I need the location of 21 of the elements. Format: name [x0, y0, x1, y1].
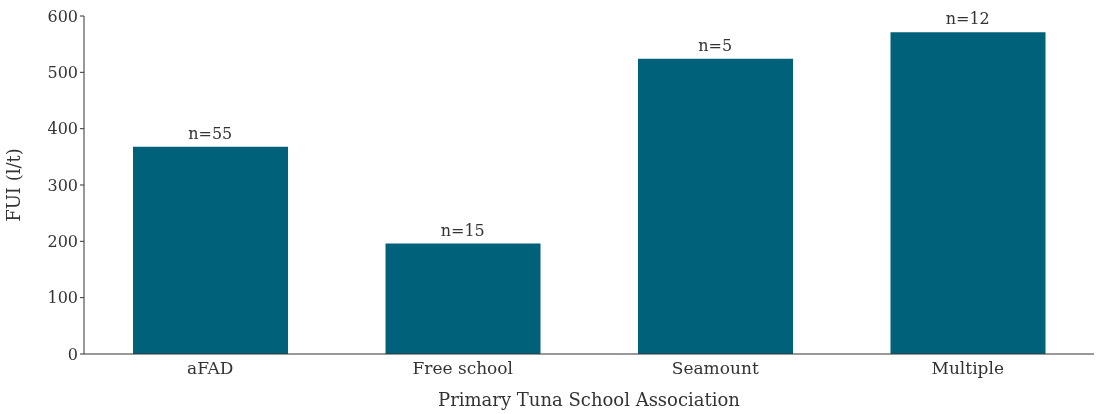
annotation: n=5 [698, 35, 733, 55]
y-tick-label: 400 [47, 119, 78, 139]
y-tick-label: 300 [47, 175, 78, 195]
x-axis-title: Primary Tuna School Association [438, 389, 741, 410]
x-tick-label: Multiple [931, 358, 1004, 379]
y-tick-label: 200 [47, 232, 78, 252]
annotation: n=15 [440, 220, 485, 240]
annotation: n=55 [188, 123, 233, 143]
bar [133, 146, 288, 354]
x-tick-label: aFAD [187, 358, 234, 379]
bar [890, 32, 1046, 354]
y-tick-label: 100 [47, 288, 78, 308]
bar [638, 58, 793, 354]
x-tick-label: Free school [412, 358, 514, 379]
x-tick-label: Seamount [671, 358, 759, 379]
bar [385, 243, 541, 354]
y-tick-label: 500 [47, 63, 78, 83]
annotation: n=12 [945, 9, 990, 29]
y-tick-label: 600 [47, 6, 78, 26]
y-axis-title: FUI (l/t) [3, 148, 25, 222]
y-tick-label: 0 [67, 344, 78, 364]
